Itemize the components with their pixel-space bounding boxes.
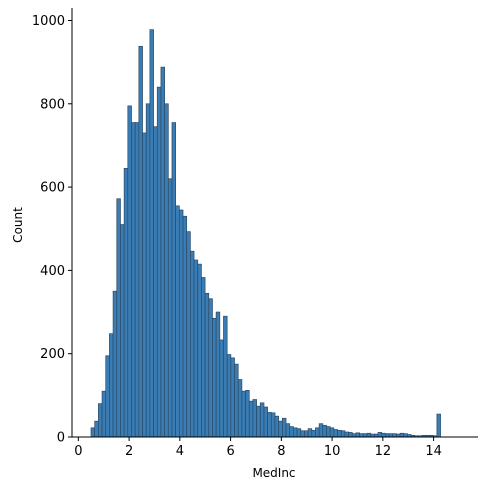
histogram-bar [318, 423, 324, 438]
histogram-bar [252, 399, 257, 438]
y-tick-label: 600 [40, 181, 65, 196]
histogram-bar [237, 379, 243, 438]
y-tick-label: 800 [40, 97, 65, 112]
y-tick-label: 0 [57, 431, 65, 446]
histogram-bar [256, 405, 261, 438]
histogram-bar [230, 357, 235, 438]
histogram-bar [322, 424, 327, 438]
histogram-bar [274, 415, 280, 438]
histogram-bar [120, 224, 125, 438]
histogram-bar [138, 45, 143, 438]
histogram-bar [193, 259, 199, 438]
histogram-bar [94, 420, 99, 438]
histogram-bar [182, 215, 188, 438]
histogram-bar [270, 412, 276, 438]
histogram-bar [241, 390, 246, 438]
histogram-bar [215, 311, 221, 438]
bars-group [90, 29, 441, 438]
x-tick-label: 10 [324, 444, 341, 459]
histogram-bar [263, 406, 268, 438]
x-tick-label: 12 [375, 444, 392, 459]
y-tick-label: 1000 [32, 14, 65, 29]
histogram-bar [186, 231, 191, 438]
histogram-bar [167, 178, 173, 438]
histogram-bar [149, 29, 154, 438]
histogram-bar [326, 426, 331, 438]
histogram-bar [337, 429, 342, 438]
x-tick-label: 2 [125, 444, 133, 459]
histogram-bar [101, 390, 107, 438]
histogram-bar [436, 413, 441, 438]
histogram-bar [123, 168, 129, 438]
histogram-bar [175, 205, 180, 438]
histogram-bar [116, 198, 121, 438]
histogram-bar [311, 429, 316, 438]
histogram-bar [289, 426, 294, 438]
histogram-bar [278, 420, 283, 438]
histogram-bar [156, 86, 162, 438]
histogram-bar [171, 122, 177, 438]
histogram-bar [134, 122, 140, 438]
histogram-bar [204, 292, 210, 438]
histogram-bar [190, 250, 195, 438]
histogram-bar [285, 423, 291, 438]
histogram-bar [226, 354, 232, 438]
histogram-bar [90, 427, 96, 438]
x-tick-label: 14 [425, 444, 442, 459]
histogram-bar [304, 430, 309, 438]
histogram-bar [201, 277, 206, 438]
histogram-bar [98, 403, 103, 438]
histogram-bar [127, 105, 132, 438]
histogram-bar [160, 66, 165, 438]
histogram-bar [296, 428, 302, 438]
histogram-bar [267, 412, 272, 438]
axes-group: 0 2 4 6 8 10 12 14 0 200 400 600 800 1000 [32, 8, 478, 459]
x-axis-label: MedInc [252, 466, 295, 480]
histogram-bar [282, 417, 287, 438]
x-tick-label: 0 [74, 444, 82, 459]
histogram-bar [245, 390, 250, 438]
histogram-bar [145, 103, 151, 438]
histogram-bar [212, 317, 217, 438]
histogram-bar [329, 427, 335, 438]
histogram-bar [381, 432, 386, 438]
histogram-bar [142, 132, 147, 438]
histogram-bar [315, 427, 320, 438]
histogram-bar [219, 339, 224, 438]
x-tick-label: 4 [176, 444, 184, 459]
histogram-bar [259, 402, 265, 438]
histogram-bar [344, 431, 349, 438]
histogram-bar [197, 263, 202, 438]
histogram-bar [234, 363, 239, 438]
histogram-bar [355, 432, 360, 438]
histogram-bar [105, 355, 110, 438]
y-tick-label: 400 [40, 264, 65, 279]
histogram-bar [366, 432, 372, 438]
y-axis-label: Count [11, 207, 25, 243]
histogram-bar [112, 290, 118, 438]
histogram-bar [300, 430, 305, 438]
histogram-bar [399, 432, 405, 438]
histogram-bar [131, 122, 136, 438]
histogram-bar [340, 430, 346, 438]
histogram-bar [109, 333, 114, 438]
y-tick-label: 200 [40, 347, 65, 362]
histogram-bar [164, 103, 169, 438]
histogram-bar [348, 432, 353, 438]
histogram-bar [377, 432, 383, 438]
histogram-bar [153, 126, 158, 438]
histogram-bar [333, 429, 338, 438]
x-tick-label: 6 [226, 444, 234, 459]
histogram-bar [293, 427, 298, 438]
histogram-bar [208, 298, 213, 438]
histogram-bar [178, 209, 184, 438]
histogram-bar [223, 315, 228, 438]
x-tick-label: 8 [277, 444, 285, 459]
histogram-bar [248, 400, 254, 438]
histogram-bar [307, 428, 313, 438]
